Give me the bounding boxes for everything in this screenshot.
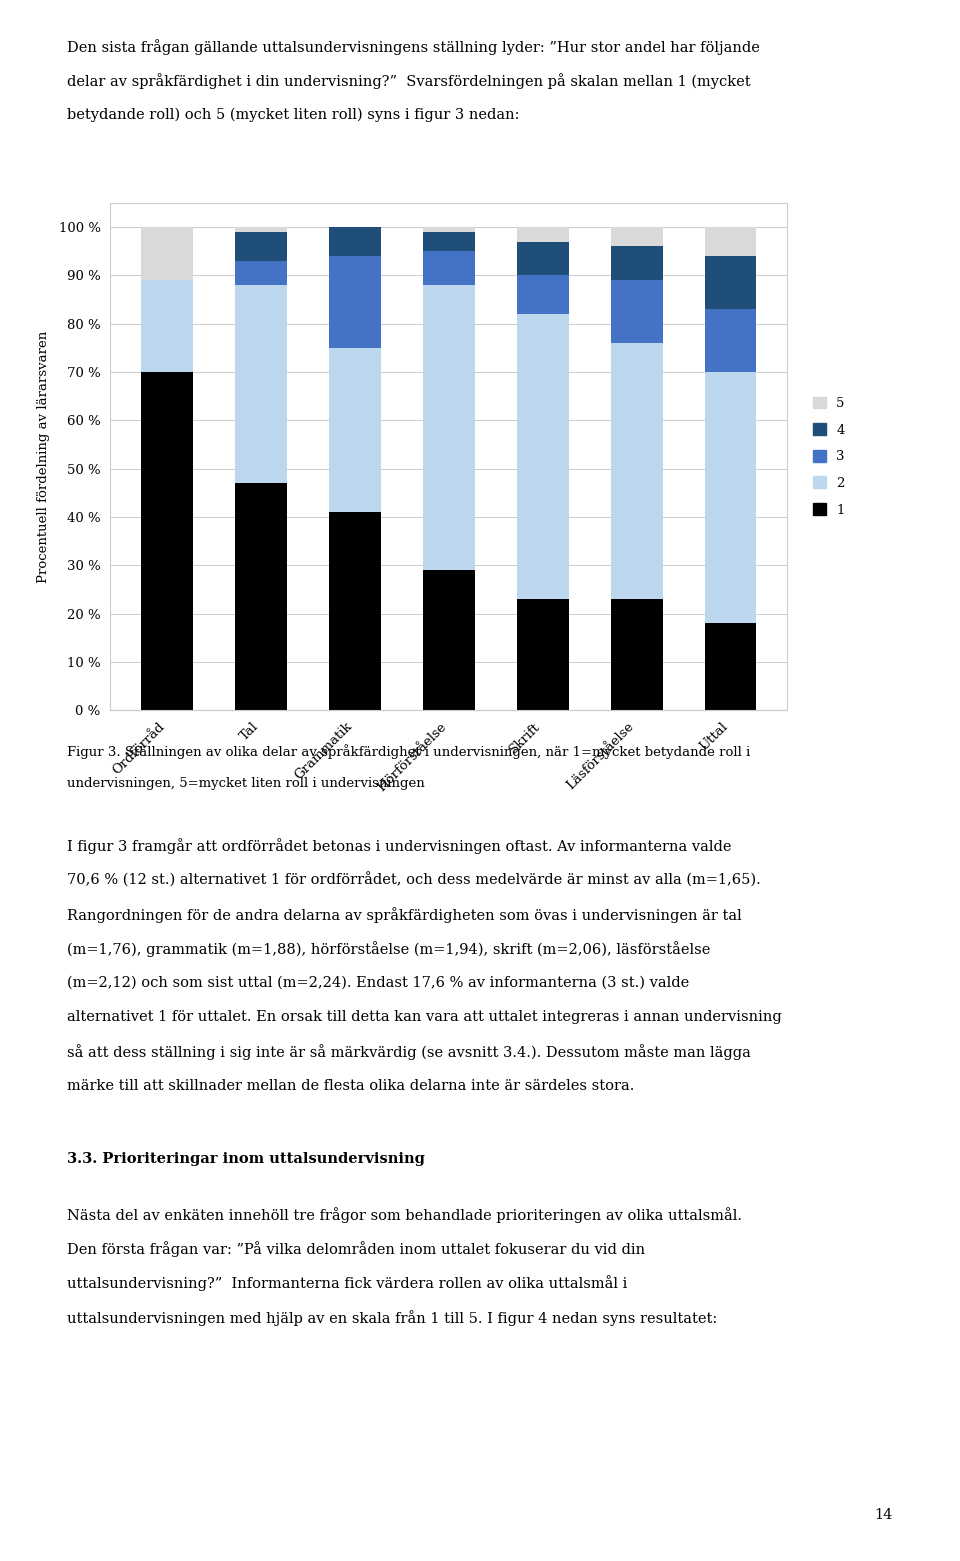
Bar — [423, 233, 474, 251]
Bar — [516, 242, 568, 275]
Text: alternativet 1 för uttalet. En orsak till detta kan vara att uttalet integreras : alternativet 1 för uttalet. En orsak til… — [67, 1010, 782, 1024]
Text: uttalsundervisning?”  Informanterna fick värdera rollen av olika uttalsmål i: uttalsundervisning?” Informanterna fick … — [67, 1275, 628, 1291]
Bar — [235, 233, 287, 261]
Text: Rangordningen för de andra delarna av språkfärdigheten som övas i undervisningen: Rangordningen för de andra delarna av sp… — [67, 907, 742, 923]
Bar — [423, 286, 474, 570]
Text: delar av språkfärdighet i din undervisning?”  Svarsfördelningen på skalan mellan: delar av språkfärdighet i din undervisni… — [67, 73, 751, 89]
Bar — [705, 309, 756, 372]
Legend: 5, 4, 3, 2, 1: 5, 4, 3, 2, 1 — [807, 392, 851, 521]
Text: så att dess ställning i sig inte är så märkvärdig (se avsnitt 3.4.). Dessutom må: så att dess ställning i sig inte är så m… — [67, 1044, 751, 1060]
Bar — [235, 226, 287, 233]
Text: undervisningen, 5=mycket liten roll i undervisningen: undervisningen, 5=mycket liten roll i un… — [67, 777, 425, 790]
Text: betydande roll) och 5 (mycket liten roll) syns i figur 3 nedan:: betydande roll) och 5 (mycket liten roll… — [67, 108, 519, 122]
Bar — [705, 372, 756, 623]
Text: 14: 14 — [875, 1508, 893, 1522]
Bar — [516, 599, 568, 710]
Bar — [329, 512, 381, 710]
Bar — [611, 226, 662, 247]
Y-axis label: Procentuell fördelning av lärarsvaren: Procentuell fördelning av lärarsvaren — [37, 331, 50, 582]
Bar — [611, 247, 662, 281]
Bar — [516, 314, 568, 599]
Bar — [141, 226, 193, 281]
Text: I figur 3 framgår att ordförrådet betonas i undervisningen oftast. Av informante: I figur 3 framgår att ordförrådet betona… — [67, 838, 732, 854]
Bar — [110, 203, 787, 710]
Text: uttalsundervisningen med hjälp av en skala från 1 till 5. I figur 4 nedan syns r: uttalsundervisningen med hjälp av en ska… — [67, 1310, 717, 1325]
Bar — [705, 256, 756, 309]
Bar — [516, 226, 568, 242]
Text: 70,6 % (12 st.) alternativet 1 för ordförrådet, och dess medelvärde är minst av : 70,6 % (12 st.) alternativet 1 för ordfö… — [67, 873, 761, 888]
Bar — [705, 623, 756, 710]
Bar — [423, 226, 474, 233]
Bar — [329, 348, 381, 512]
Bar — [329, 226, 381, 256]
Text: (m=1,76), grammatik (m=1,88), hörförståelse (m=1,94), skrift (m=2,06), läsförstå: (m=1,76), grammatik (m=1,88), hörförståe… — [67, 941, 710, 957]
Text: Figur 3. Ställningen av olika delar av språkfärdighet i undervisningen, när 1=my: Figur 3. Ställningen av olika delar av s… — [67, 745, 751, 760]
Text: Nästa del av enkäten innehöll tre frågor som behandlade prioriteringen av olika : Nästa del av enkäten innehöll tre frågor… — [67, 1207, 742, 1222]
Bar — [329, 256, 381, 348]
Bar — [423, 251, 474, 286]
Bar — [235, 484, 287, 710]
Text: 3.3. Prioriteringar inom uttalsundervisning: 3.3. Prioriteringar inom uttalsundervisn… — [67, 1152, 425, 1166]
Bar — [611, 599, 662, 710]
Bar — [611, 343, 662, 599]
Bar — [705, 226, 756, 256]
Text: (m=2,12) och som sist uttal (m=2,24). Endast 17,6 % av informanterna (3 st.) val: (m=2,12) och som sist uttal (m=2,24). En… — [67, 976, 689, 990]
Bar — [141, 372, 193, 710]
Bar — [423, 570, 474, 710]
Text: Den sista frågan gällande uttalsundervisningens ställning lyder: ”Hur stor andel: Den sista frågan gällande uttalsundervis… — [67, 39, 760, 55]
Bar — [141, 281, 193, 372]
Text: märke till att skillnader mellan de flesta olika delarna inte är särdeles stora.: märke till att skillnader mellan de fles… — [67, 1079, 635, 1093]
Bar — [516, 275, 568, 314]
Text: Den första frågan var: ”På vilka delområden inom uttalet fokuserar du vid din: Den första frågan var: ”På vilka delområ… — [67, 1241, 645, 1257]
Bar — [611, 281, 662, 343]
Bar — [235, 261, 287, 286]
Bar — [235, 286, 287, 484]
